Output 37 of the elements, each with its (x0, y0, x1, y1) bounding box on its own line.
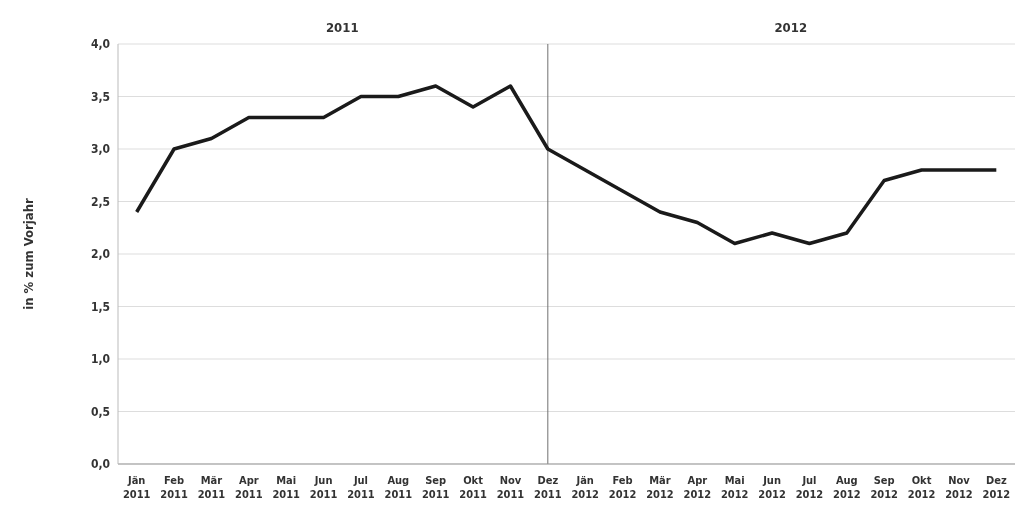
y-tick-label: 3,0 (90, 142, 110, 157)
x-tick-label: Aug 2011 (384, 474, 413, 501)
y-axis-title: in % zum Vorjahr (20, 197, 36, 310)
y-tick-label: 2,5 (90, 194, 110, 209)
x-tick-label: Jul 2011 (347, 474, 375, 501)
x-tick-label: Jän 2011 (122, 474, 151, 501)
x-tick-label: Jul 2012 (795, 474, 824, 501)
x-tick-label: Aug 2012 (833, 474, 861, 501)
y-tick-label: 3,5 (90, 89, 110, 104)
line-series (134, 84, 999, 246)
y-tick-label: 0,0 (90, 457, 110, 472)
x-tick-label: Feb 2011 (160, 474, 188, 501)
text: 2011 (324, 20, 360, 35)
x-tick-label: Dez 2012 (982, 474, 1011, 501)
x-tick-label: Mär 2012 (646, 474, 674, 501)
y-tick-label: 2,0 (90, 247, 110, 262)
x-tick-label: Mai 2011 (272, 474, 301, 501)
x-tick-label: Jän 2012 (571, 474, 600, 501)
x-tick-label: Okt 2012 (907, 474, 936, 501)
y-tick-label: 0,5 (90, 404, 110, 419)
x-tick-label: Mär 2011 (197, 474, 226, 501)
x-tick-label: Apr 2011 (235, 474, 263, 501)
x-tick-label: Nov 2012 (945, 474, 973, 501)
x-tick-label: Jun 2011 (309, 474, 338, 501)
x-tick-label: Sep 2011 (421, 474, 450, 501)
x-tick-label: Nov 2011 (496, 474, 525, 501)
x-tick-label: Jun 2012 (758, 474, 786, 501)
x-tick-label: Okt 2011 (459, 474, 487, 501)
text: 2012 (773, 20, 809, 35)
x-tick-label: Mai 2012 (720, 474, 749, 501)
x-tick-label: Feb 2012 (608, 474, 637, 501)
x-tick-label: Sep 2012 (870, 474, 899, 501)
y-tick-label: 1,0 (90, 352, 110, 367)
y-tick-label: 4,0 (90, 37, 110, 52)
y-tick-label: 1,5 (90, 299, 110, 314)
x-tick-label: Apr 2012 (683, 474, 712, 501)
x-tick-label: Dez 2011 (534, 474, 562, 501)
